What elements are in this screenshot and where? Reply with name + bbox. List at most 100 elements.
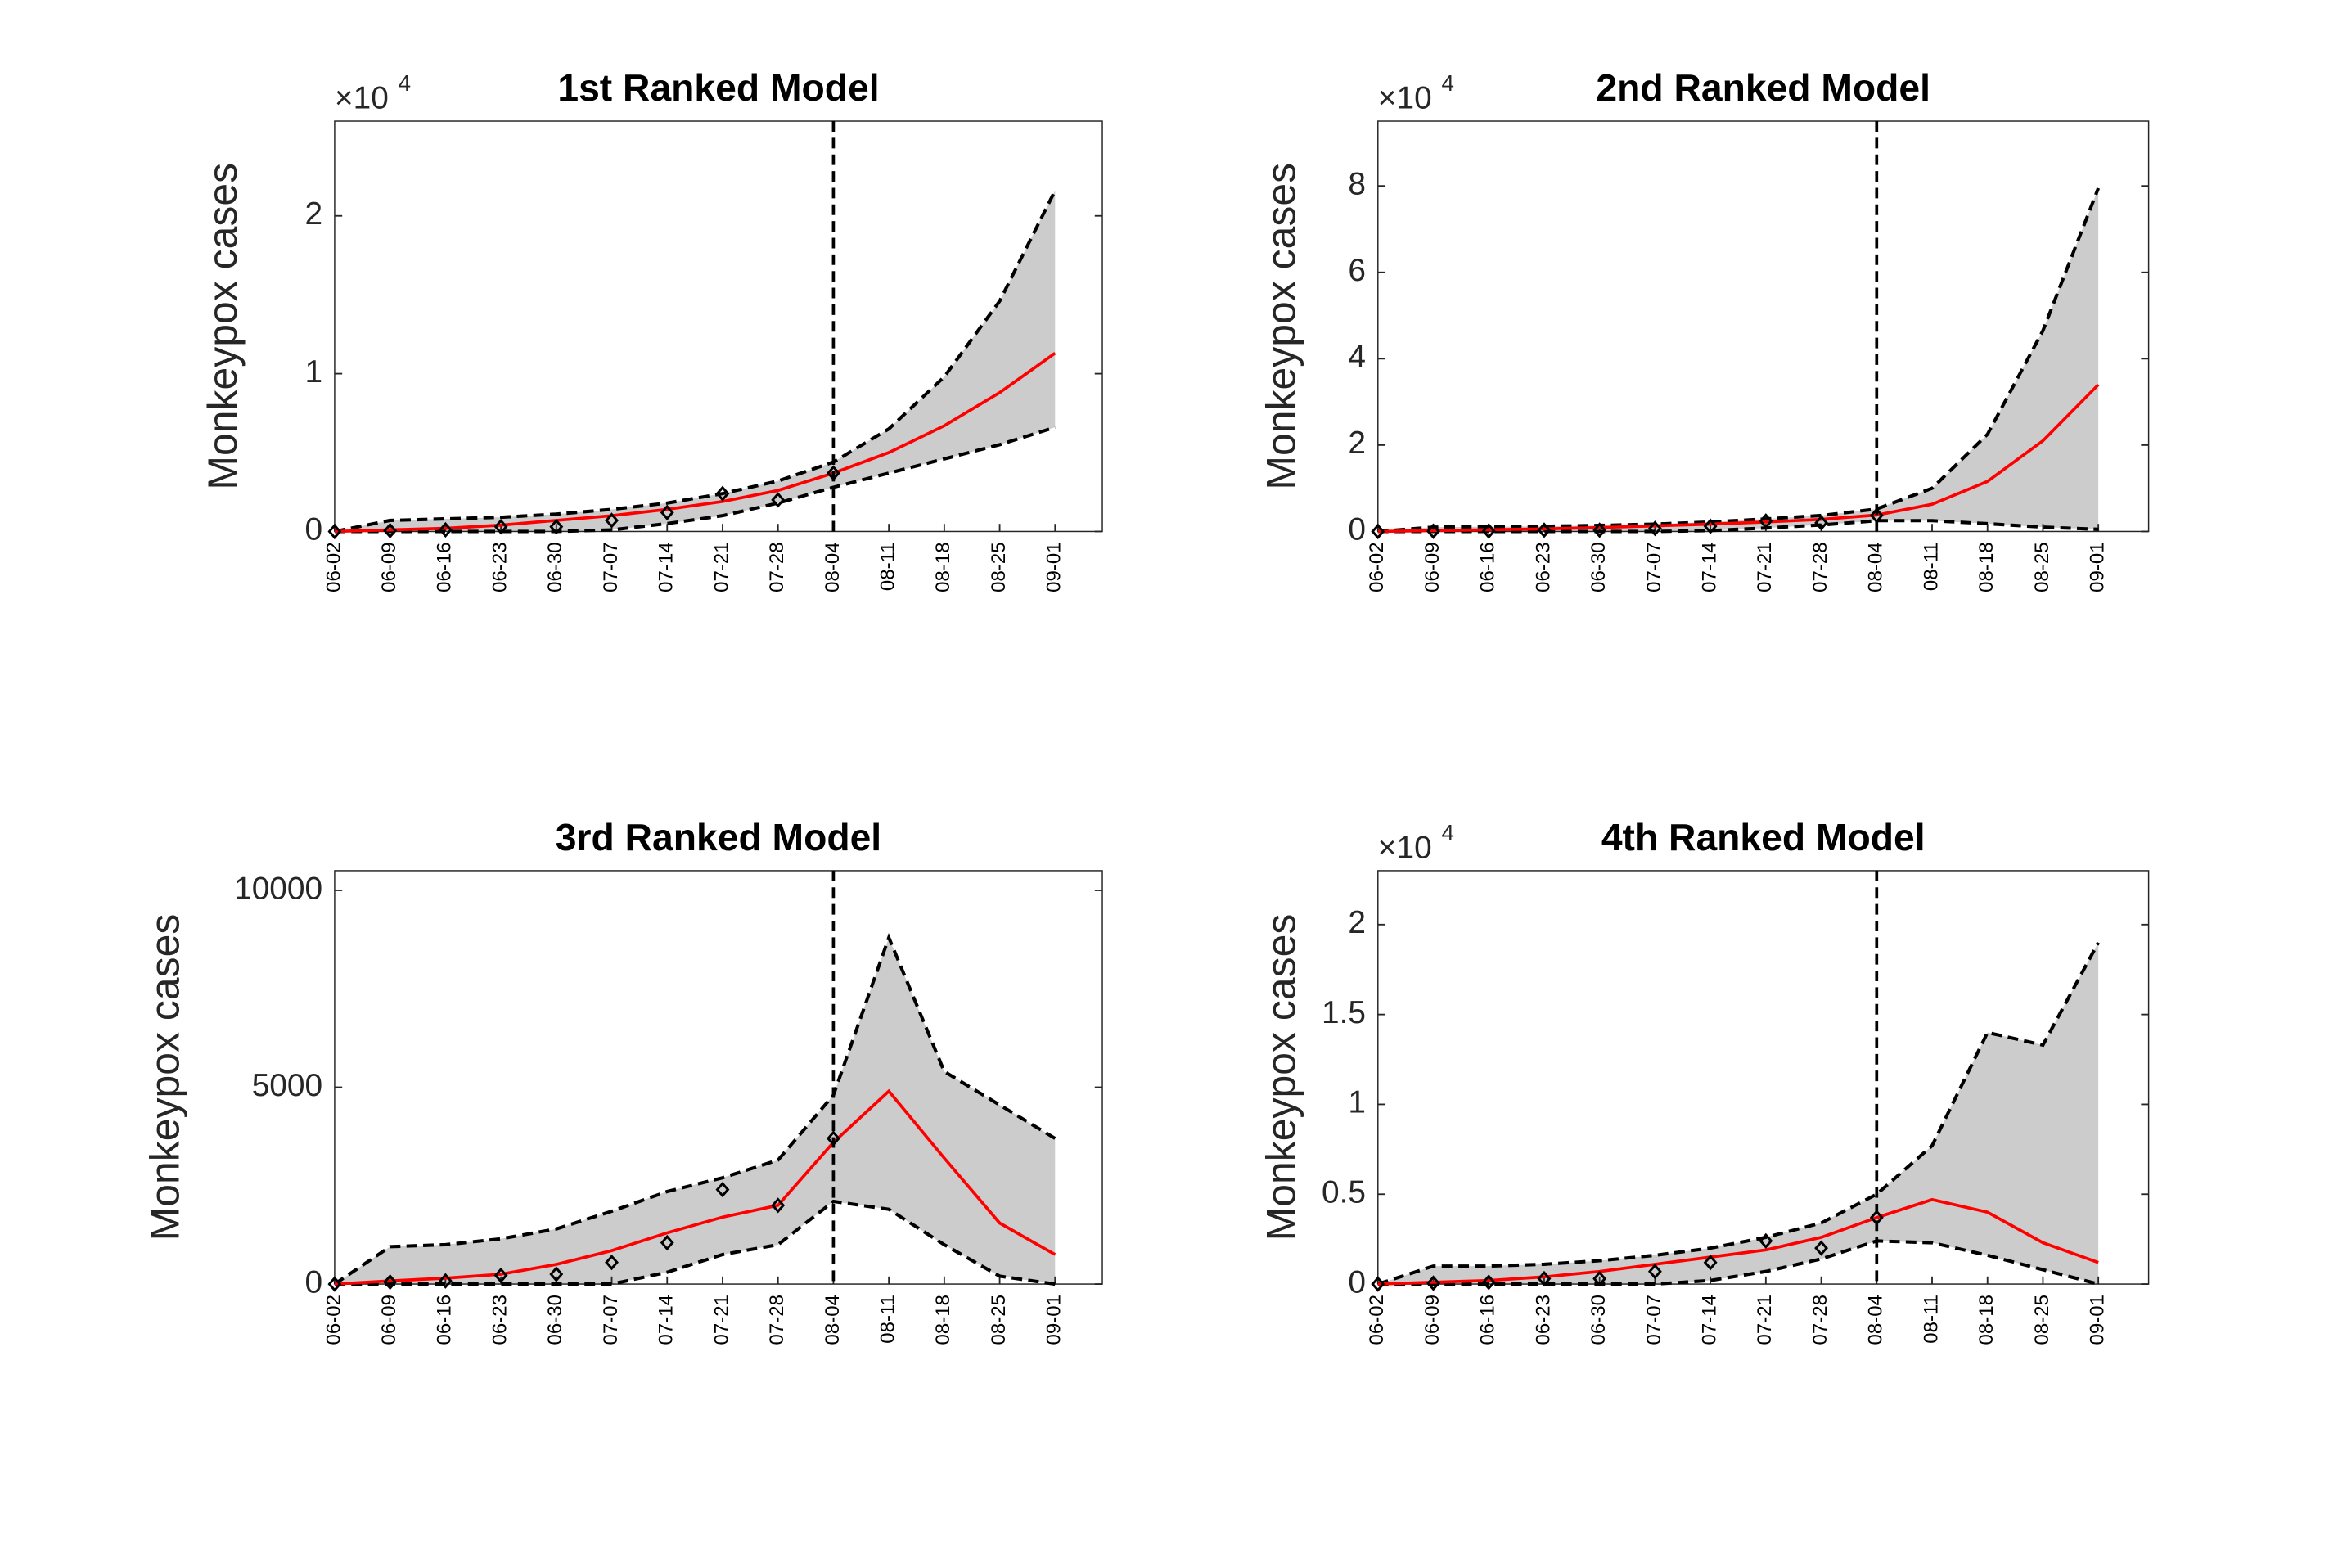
x-tick-label: 09-01	[1043, 1295, 1065, 1345]
observed-point	[715, 1181, 730, 1198]
x-tick-label: 06-02	[322, 1295, 345, 1345]
observed-point	[1814, 515, 1829, 531]
x-tick-label: 08-25	[2031, 1295, 2053, 1345]
subplot: 0 1 2 06-02 06-09 06-16 06-23 06-30 07-07 07-14 07…	[200, 66, 1103, 593]
y-axis-label: Monkeypox cases	[142, 914, 188, 1241]
y-axis-label: Monkeypox cases	[200, 163, 246, 490]
x-tick-label: 08-04	[1865, 1295, 1887, 1345]
y-multiplier: ×10	[335, 80, 389, 115]
lower-bound	[334, 426, 1056, 534]
x-tick-label: 07-07	[1643, 542, 1665, 593]
observed-point	[493, 519, 508, 535]
observed-point	[1759, 513, 1773, 529]
x-tick-label: 08-11	[877, 1295, 899, 1344]
uncertainty-band	[334, 190, 1056, 532]
x-tick-label: 08-18	[1975, 1295, 1998, 1345]
x-tick-label: 07-07	[1643, 1295, 1665, 1345]
observed-point	[1647, 1264, 1662, 1280]
observed-point	[1537, 1270, 1552, 1287]
observed-point	[826, 1130, 840, 1147]
x-tick-label: 07-21	[710, 1295, 732, 1345]
y-tick-label: 0	[1348, 1264, 1366, 1300]
observed-point	[660, 504, 674, 520]
x-tick-label: 07-14	[655, 542, 678, 593]
observed-point	[438, 521, 453, 538]
x-tick-label: 06-09	[1421, 1295, 1444, 1345]
y-tick-label: 6	[1348, 253, 1366, 288]
observed-point	[493, 1267, 508, 1284]
observed-point	[327, 523, 342, 540]
x-tick-label: 06-23	[489, 1295, 511, 1345]
y-axis-label: Monkeypox cases	[1258, 163, 1304, 490]
subplot: 0 0.5 1 1.5 2 06-02 06-09 06-16 06-23 06-30 07-07 0…	[1258, 816, 2150, 1345]
y-tick-label: 5000	[252, 1068, 322, 1103]
observed-point	[549, 1266, 564, 1282]
upper-bound	[333, 933, 1056, 1286]
y-multiplier-exponent: 4	[1442, 70, 1454, 96]
observed-point	[1592, 522, 1607, 538]
x-tick-label: 06-02	[1366, 1295, 1388, 1345]
observed-point	[1371, 1276, 1385, 1292]
observed-point	[1703, 518, 1718, 534]
y-tick-label: 0	[305, 1264, 323, 1300]
x-tick-label: 06-16	[434, 1295, 456, 1345]
observed-point	[715, 485, 730, 502]
y-tick-label: 1	[1348, 1085, 1366, 1120]
x-tick-label: 07-07	[600, 542, 622, 593]
x-tick-label: 08-18	[932, 542, 954, 593]
x-tick-label: 06-16	[1477, 542, 1499, 593]
observed-point	[1647, 520, 1662, 537]
x-tick-label: 08-04	[822, 542, 844, 593]
x-tick-label: 08-25	[988, 542, 1010, 593]
y-tick-label: 0.5	[1322, 1175, 1366, 1210]
x-tick-label: 08-11	[877, 542, 899, 591]
observed-point	[1426, 523, 1440, 539]
y-tick-label: 10000	[234, 871, 322, 906]
uncertainty-band	[1377, 942, 2099, 1285]
fit-line	[334, 352, 1056, 534]
upper-bound	[1377, 941, 2100, 1286]
observed-point	[605, 1254, 619, 1271]
uncertainty-band	[1377, 187, 2099, 532]
x-tick-label: 08-18	[932, 1295, 954, 1345]
subplot: 0 5000 10000 06-02 06-09 06-16 06-23 06-30 07-07…	[142, 816, 1103, 1345]
observed-point	[438, 1273, 453, 1289]
x-tick-label: 06-30	[1588, 1295, 1610, 1345]
observed-point	[1481, 523, 1496, 539]
observed-point	[549, 519, 564, 535]
observed-point	[1814, 1240, 1829, 1256]
upper-bound	[334, 189, 1057, 534]
observed-point	[1537, 522, 1552, 538]
chart-title: 1st Ranked Model	[557, 66, 879, 109]
x-tick-label: 07-14	[1698, 542, 1720, 593]
y-tick-label: 1	[305, 354, 323, 390]
observed-point	[1371, 523, 1385, 540]
fit-line	[1377, 383, 2100, 534]
chart-title: 3rd Ranked Model	[556, 816, 881, 858]
observed-point	[1759, 1232, 1773, 1250]
x-tick-label: 07-28	[1809, 542, 1831, 593]
observed-point	[1703, 1255, 1718, 1271]
x-tick-label: 07-14	[1698, 1295, 1720, 1345]
x-tick-label: 09-01	[2087, 542, 2109, 593]
x-tick-label: 06-23	[1532, 1295, 1554, 1345]
observed-point	[1869, 507, 1884, 524]
y-multiplier: ×10	[1378, 80, 1432, 115]
x-tick-label: 09-01	[1043, 542, 1065, 593]
chart-title: 4th Ranked Model	[1601, 816, 1926, 858]
x-tick-label: 07-21	[1754, 542, 1776, 593]
observed-point	[1481, 1274, 1496, 1291]
x-tick-label: 06-16	[434, 542, 456, 593]
x-tick-label: 06-30	[544, 542, 566, 593]
x-tick-label: 07-28	[766, 542, 788, 593]
y-tick-label: 8	[1348, 166, 1366, 201]
x-tick-label: 08-25	[2031, 542, 2053, 593]
upper-bound	[1377, 187, 2101, 534]
chart-title: 2nd Ranked Model	[1596, 66, 1930, 109]
x-tick-label: 07-07	[600, 1295, 622, 1345]
x-tick-label: 06-02	[1366, 542, 1388, 593]
uncertainty-band	[334, 937, 1056, 1285]
x-tick-label: 06-09	[1421, 542, 1444, 593]
x-tick-label: 06-09	[378, 542, 400, 593]
